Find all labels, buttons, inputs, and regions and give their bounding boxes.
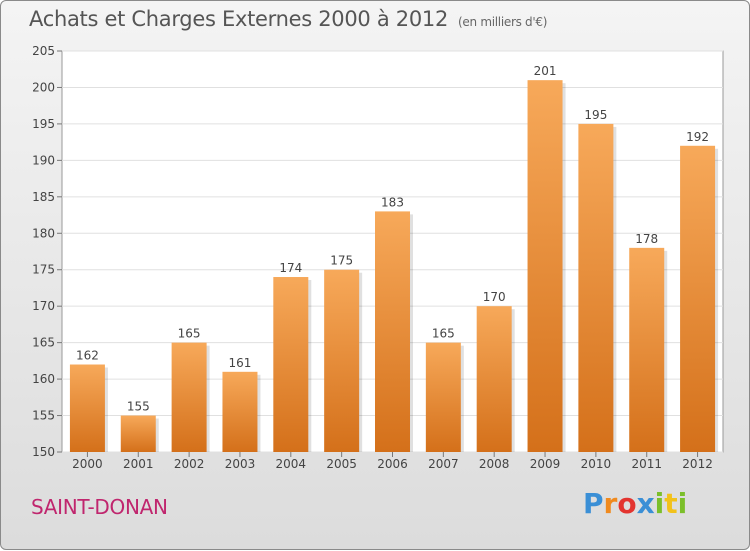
data-label: 155 <box>127 400 150 414</box>
data-label: 195 <box>584 108 607 122</box>
y-tick-label: 180 <box>32 226 55 240</box>
chart-title-text: Achats et Charges Externes 2000 à 2012 <box>29 7 449 31</box>
chart-title: Achats et Charges Externes 2000 à 2012 (e… <box>29 7 547 31</box>
x-tick-label: 2007 <box>428 457 459 471</box>
data-label: 165 <box>432 327 455 341</box>
x-tick-label: 2009 <box>530 457 561 471</box>
y-tick-label: 155 <box>32 409 55 423</box>
x-tick-label: 2003 <box>225 457 256 471</box>
y-tick-label: 160 <box>32 372 55 386</box>
bar-2010 <box>578 123 614 452</box>
data-label: 183 <box>381 195 404 209</box>
bar-2002 <box>171 342 207 452</box>
bar-2012 <box>680 145 716 453</box>
data-label: 201 <box>534 64 557 78</box>
y-tick-label: 185 <box>32 190 55 204</box>
data-label: 178 <box>635 232 658 246</box>
bar-2009 <box>527 80 563 452</box>
data-label: 192 <box>686 130 709 144</box>
data-label: 161 <box>229 356 252 370</box>
bar-2000 <box>69 364 105 452</box>
data-label: 175 <box>330 254 353 268</box>
x-tick-label: 2008 <box>479 457 510 471</box>
x-tick-label: 2012 <box>682 457 713 471</box>
bar-2006 <box>375 211 410 452</box>
x-tick-label: 2000 <box>72 457 103 471</box>
bar-2008 <box>476 306 512 452</box>
data-label: 162 <box>76 349 99 363</box>
bar-2005 <box>324 269 360 452</box>
bar-2003 <box>222 371 258 452</box>
y-tick-label: 190 <box>32 153 55 167</box>
y-tick-label: 170 <box>32 299 55 313</box>
x-tick-label: 2004 <box>276 457 307 471</box>
chart-subtitle: (en milliers d'€) <box>458 15 548 29</box>
data-label: 174 <box>279 261 302 275</box>
x-tick-label: 2011 <box>631 457 662 471</box>
x-tick-label: 2005 <box>326 457 357 471</box>
x-tick-label: 2006 <box>377 457 408 471</box>
y-tick-label: 195 <box>32 117 55 131</box>
bar-2011 <box>629 247 665 452</box>
bar-2001 <box>120 415 156 452</box>
x-tick-label: 2001 <box>123 457 154 471</box>
y-tick-label: 165 <box>32 336 55 350</box>
x-tick-label: 2010 <box>581 457 612 471</box>
bar-2007 <box>425 342 461 452</box>
y-tick-label: 205 <box>32 44 55 58</box>
y-tick-label: 175 <box>32 263 55 277</box>
y-tick-label: 150 <box>32 445 55 459</box>
x-tick-label: 2002 <box>174 457 205 471</box>
commune-name: SAINT-DONAN <box>31 495 168 519</box>
bar-2004 <box>273 277 309 452</box>
data-label: 165 <box>178 327 201 341</box>
data-label: 170 <box>483 290 506 304</box>
proxiti-logo: Proxiti <box>583 487 688 520</box>
y-tick-label: 200 <box>32 80 55 94</box>
